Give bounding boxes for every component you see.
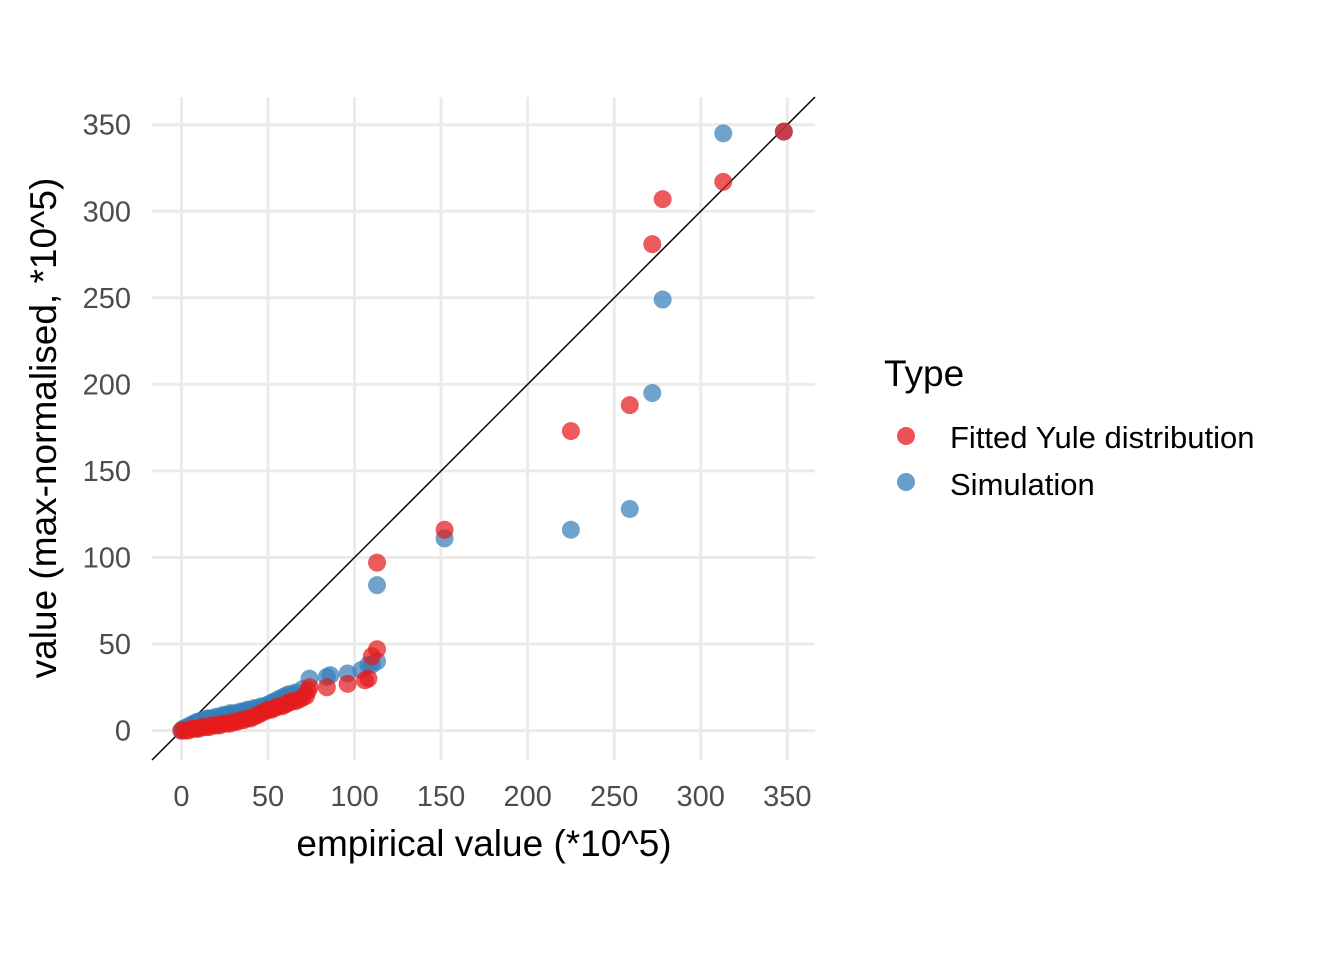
legend-key-simulation [897,473,915,491]
data-point [714,172,733,191]
x-tick-label: 0 [173,781,189,813]
data-point [368,576,387,595]
data-point [368,640,387,659]
x-tick-label: 100 [330,781,378,813]
y-tick-label: 100 [83,542,131,574]
data-point [561,422,580,441]
series-fitted-yule-distribution [172,122,793,740]
y-tick-label: 250 [83,283,131,315]
grid [152,97,815,760]
legend-title: Type [884,353,964,394]
data-point [317,678,336,697]
data-point [643,384,662,403]
x-axis-tick-labels: 0 50 100 150 200 250 300 350 [173,781,811,813]
x-tick-label: 50 [252,781,284,813]
data-point [774,122,793,141]
identity-reference-line [151,96,816,761]
y-tick-label: 200 [83,369,131,401]
data-point [300,678,319,697]
data-point [714,124,733,143]
data-point [653,290,672,309]
data-point [653,190,672,209]
data-point [338,674,357,693]
data-point [620,396,639,415]
data-points [172,122,793,740]
y-tick-label: 50 [99,629,131,661]
x-tick-label: 300 [677,781,725,813]
reference-line-y-equals-x [151,96,816,761]
legend-label-simulation: Simulation [950,467,1095,502]
legend-key-fitted-yule [897,427,915,445]
data-point [359,669,378,688]
data-point [368,553,387,572]
data-point [643,235,662,254]
x-tick-label: 200 [503,781,551,813]
legend: Type Fitted Yule distribution Simulation [884,353,1254,502]
data-point [620,499,639,518]
y-axis-title: value (max-normalised, *10^5) [23,178,64,679]
y-tick-label: 0 [115,716,131,748]
legend-label-fitted-yule: Fitted Yule distribution [950,420,1254,455]
x-tick-label: 150 [417,781,465,813]
y-tick-label: 150 [83,456,131,488]
x-tick-label: 350 [763,781,811,813]
x-axis-title: empirical value (*10^5) [296,823,671,864]
data-point [435,520,454,539]
data-point [561,520,580,539]
x-tick-label: 250 [590,781,638,813]
y-tick-label: 300 [83,196,131,228]
y-tick-label: 350 [83,110,131,142]
y-axis-tick-labels: 0 50 100 150 200 250 300 350 [83,110,131,748]
